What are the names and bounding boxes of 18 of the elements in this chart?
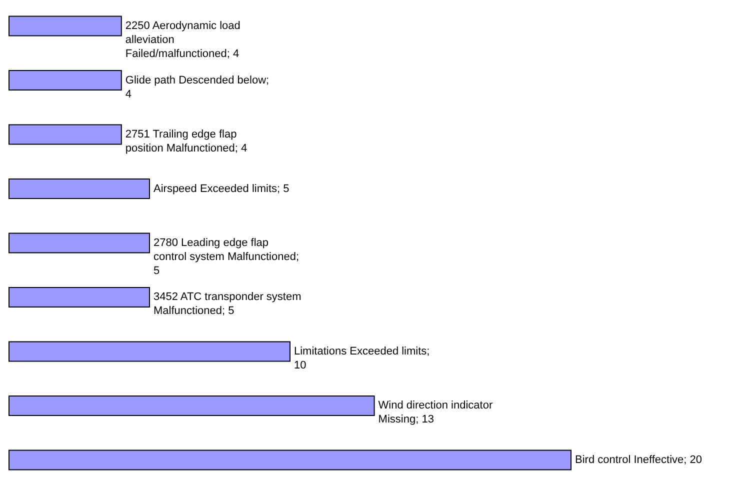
bar (8, 450, 572, 470)
data-label: Limitations Exceeded limits; 10 (294, 345, 430, 372)
bar (8, 124, 122, 145)
data-label: 2751 Trailing edge flap position Malfunctioned; 4 (125, 128, 248, 155)
bar (8, 341, 290, 362)
bar (8, 70, 122, 91)
bar (8, 178, 150, 200)
data-label: Wind direction indicator Missing; 13 (378, 400, 493, 426)
data-label: Bird control Ineffective; 20 (575, 454, 702, 466)
data-label: Glide path Descended below; 4 (125, 74, 270, 100)
bar (8, 286, 150, 308)
data-label: 2250 Aerodynamic load alleviation Failed/malfunctioned; 4 (125, 20, 240, 60)
bar (8, 16, 122, 36)
data-label: 3452 ATC transponder system Malfunctioned; 5 (154, 291, 302, 318)
data-label: Airspeed Exceeded limits; 5 (154, 182, 290, 195)
data-label: 2780 Leading edge flap control system Malfunctioned; 5 (154, 237, 300, 277)
bar (8, 232, 150, 254)
bar (8, 395, 375, 416)
